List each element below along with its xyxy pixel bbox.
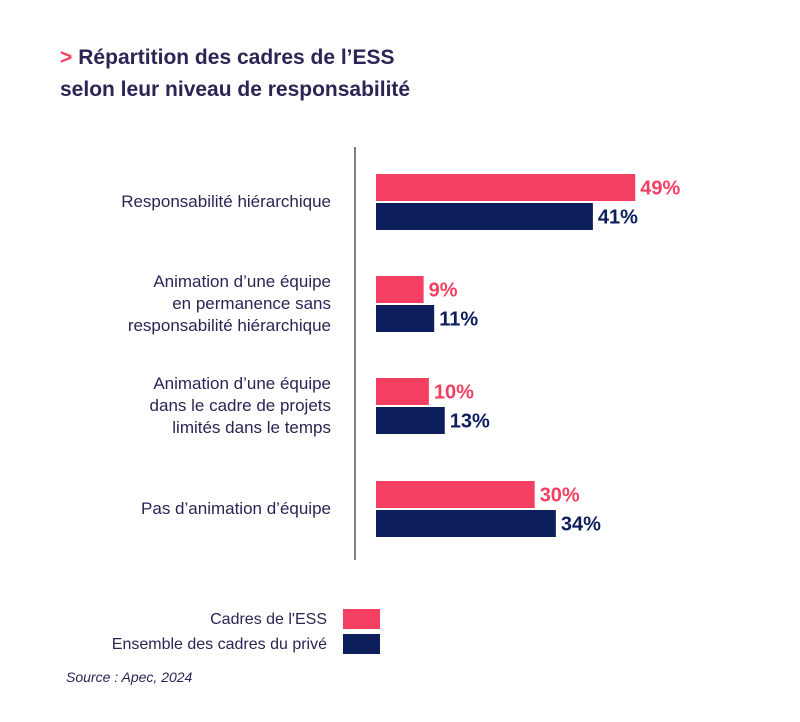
chart-title-line-1: Répartition des cadres de l’ESS [78,46,395,69]
value-label: 9% [429,280,458,302]
bar-ess [376,481,535,508]
value-label: 41% [598,207,638,229]
value-label: 13% [450,411,490,433]
value-label: 49% [640,178,680,200]
bar-prive [376,510,556,537]
value-labels: 49%41% 9% 11% 10% 13% 30% 34% [429,178,681,536]
category-labels: Responsabilité hiérarchique Animation d’u… [121,192,331,518]
category-label: Responsabilité hiérarchique [121,192,331,211]
bar-prive [376,203,593,230]
value-label: 30% [540,485,580,507]
category-label: Pas d’animation d’équipe [141,499,331,518]
legend-label-ess: Cadres de l'ESS [210,611,327,628]
category-label: limités dans le temps [172,418,331,437]
source-note: Source : Apec, 2024 [66,669,193,685]
category-label: en permanence sans [172,294,331,313]
category-label: responsabilité hiérarchique [128,316,331,335]
value-label: 34% [561,514,601,536]
legend: Cadres de l'ESS Ensemble des cadres du pr… [112,609,380,654]
category-label: Animation d’une équipe [153,374,331,393]
bar-prive [376,407,445,434]
category-label: Animation d’une équipe [153,272,331,291]
bar-prive [376,305,435,332]
chart-title-line-2: selon leur niveau de responsabilité [60,78,411,101]
chevron-right-icon: > [60,46,73,69]
legend-swatch-prive [343,634,380,654]
bar-ess [376,276,424,303]
legend-swatch-ess [343,609,380,629]
value-label: 10% [434,382,474,404]
legend-label-prive: Ensemble des cadres du privé [112,636,327,653]
category-label: dans le cadre de projets [150,396,331,415]
bars [376,174,636,537]
bar-ess [376,174,636,201]
chart-title: > Répartition des cadres de l’ESS selon l… [60,42,410,106]
bar-ess [376,378,429,405]
value-label: 11% [439,309,478,331]
